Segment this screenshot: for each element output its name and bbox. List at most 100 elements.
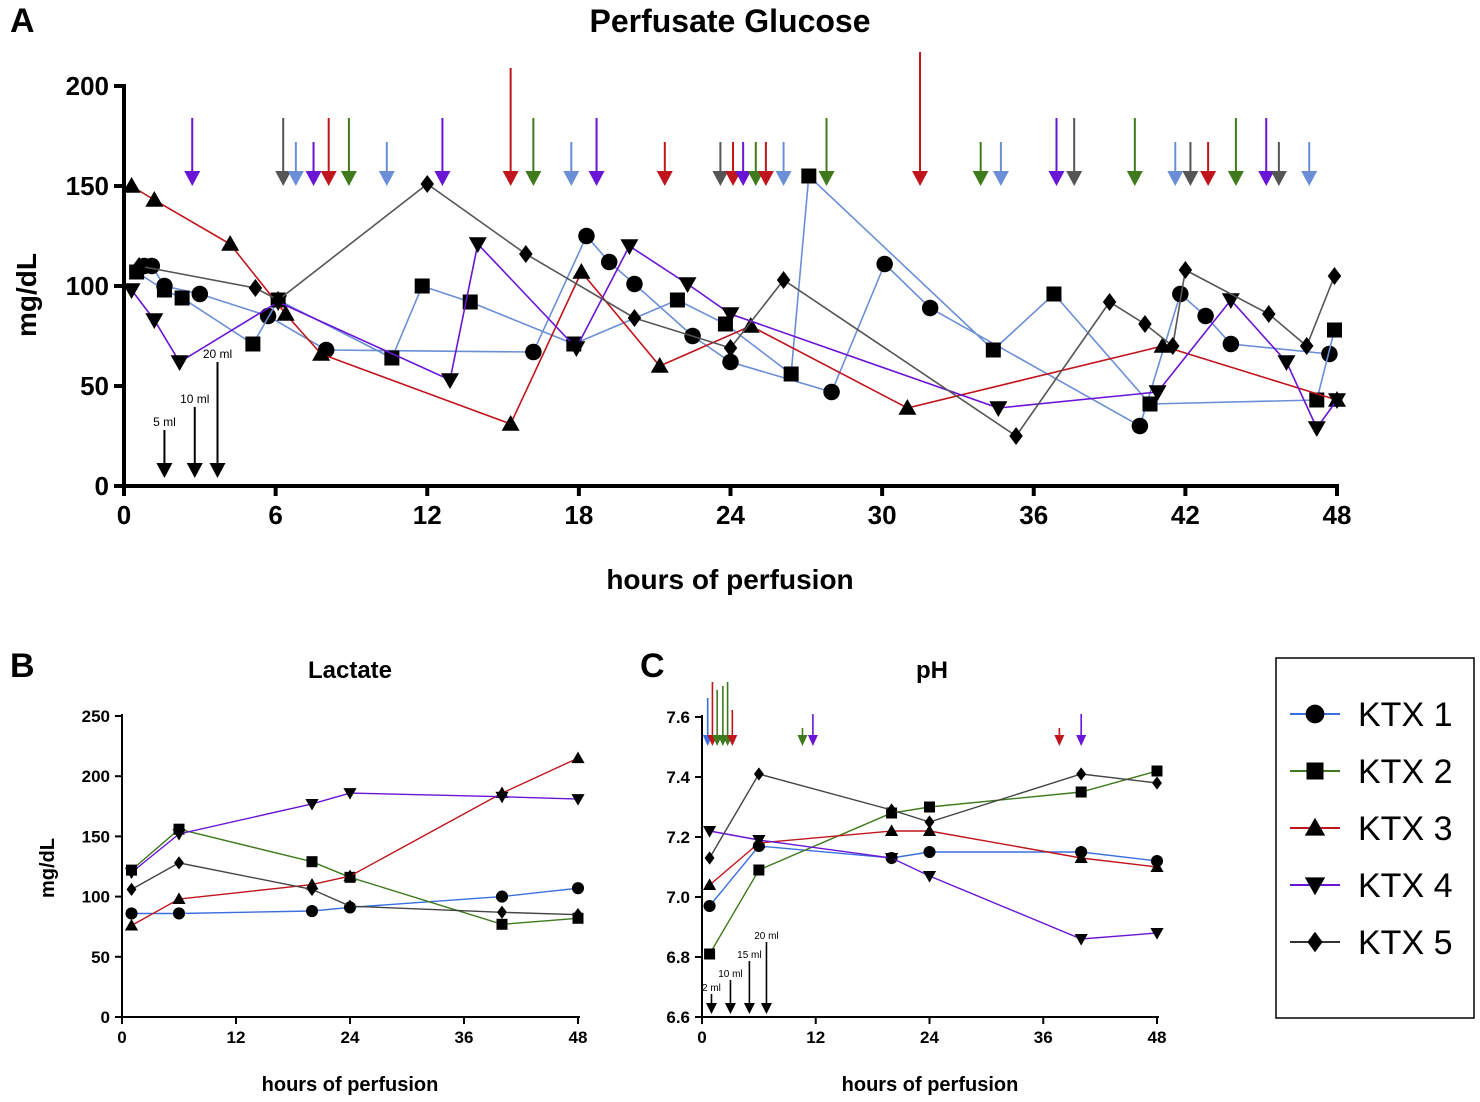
glucose-point-2 [245,336,261,352]
glucose-point-3 [145,191,164,207]
lactate-x-tick-label: 24 [341,1028,360,1047]
dosing-arrow [1182,142,1199,186]
glucose-x-tick-label: 24 [716,500,745,530]
glucose-point-2 [801,168,817,184]
glucose-point-1 [1222,335,1240,353]
glucose-x-tick-label: 12 [413,500,442,530]
panel-letter-a: A [10,2,35,40]
glucose-point-3 [312,345,331,361]
lactate-point-4 [124,867,139,880]
legend-item-2: KTX 2 [1290,753,1452,791]
series-ktx-1 [135,227,1338,435]
lactate-line-3 [131,757,579,927]
lactate-point-3 [571,751,585,764]
lactate-point-3 [343,869,357,882]
lactate-point-5 [573,908,583,922]
legend-label: KTX 2 [1358,753,1452,791]
panel-letter-c: C [640,647,665,685]
dosing-arrow [807,714,818,746]
glucose-x-tick-label: 48 [1323,500,1352,530]
dosing-arrow [656,142,673,186]
lactate-point-2 [496,918,508,930]
glucose-point-5 [1262,305,1276,323]
glucose-point-4 [721,307,740,323]
ph-line-3 [709,830,1158,886]
dosing-arrow [818,118,835,186]
ph-line-5 [708,773,1158,859]
ph-x-tick-label: 24 [920,1028,939,1047]
lactate-point-4 [343,788,357,800]
lactate-title: Lactate [308,657,392,684]
glucose-point-5 [1165,337,1180,355]
ph-title: pH [916,657,948,684]
glucose-point-1 [191,285,209,303]
ph-point-2 [1075,786,1087,798]
glucose-point-5 [776,271,791,289]
glucose-point-3 [898,399,917,415]
dosing-arrow [735,142,752,186]
glucose-point-1 [876,255,893,273]
glucose-x-tick-label: 36 [1019,500,1048,530]
ph-point-2 [924,801,935,813]
ph-y-tick-label: 6.6 [666,1008,690,1027]
volume-arrow [156,430,173,478]
panel-letter-b: B [10,647,35,685]
lactate-point-3 [124,918,139,931]
glucose-point-5 [519,245,533,263]
series-ktx-5 [132,175,1342,445]
glucose-point-3 [501,415,520,431]
dosing-arrow [588,118,605,186]
dosing-arrow [712,142,729,186]
lactate-point-2 [306,856,318,868]
series-ktx-4 [702,826,1164,946]
ph-xlabel: hours of perfusion [842,1074,1019,1096]
glucose-point-1 [722,353,739,371]
ph-x-tick-label: 12 [806,1028,825,1047]
dosing-arrow [1066,118,1083,186]
ph-point-5 [924,815,935,829]
volume-arrow [209,362,226,478]
lactate-chart: Lactate hours of perfusion mg/dL 0 50 100 1… [37,657,587,1096]
glucose-y-tick-label: 0 [95,471,109,501]
glucose-point-3 [1153,337,1172,353]
lactate-x-tick-label: 36 [455,1028,474,1047]
lactate-point-5 [307,882,317,896]
ph-point-3 [1074,851,1088,863]
glucose-x-tick-label: 18 [564,500,593,530]
dosing-arrow [1227,118,1244,186]
legend-item-4: KTX 4 [1290,867,1452,905]
series-ktx-3 [124,751,585,931]
lactate-x-tick-label: 12 [227,1028,246,1047]
glucose-point-2 [1142,396,1158,412]
glucose-point-4 [989,401,1008,417]
volume-label: 20 ml [754,931,778,942]
dosing-arrow [184,118,201,186]
glucose-point-2 [783,366,799,382]
ph-point-4 [1150,928,1164,940]
glucose-point-5 [1009,427,1023,445]
glucose-point-3 [650,357,669,373]
lactate-point-1 [125,907,138,920]
legend-marker [1304,877,1326,896]
volume-label: 15 ml [737,950,761,961]
lactate-point-4 [305,798,319,811]
glucose-point-4 [1277,355,1296,371]
glucose-point-2 [985,342,1001,358]
series-ktx-4 [122,237,1346,437]
ph-x-tick-label: 48 [1148,1028,1167,1047]
glucose-line-5 [139,183,1336,438]
glucose-point-1 [823,383,840,401]
glucose-title: Perfusate Glucose [590,3,871,39]
glucose-point-4 [440,373,459,389]
ph-y-tick-label: 7.0 [666,888,690,907]
glucose-point-1 [626,275,643,293]
glucose-point-1 [1172,285,1189,303]
glucose-point-3 [572,263,591,279]
lactate-point-5 [174,856,184,870]
legend-label: KTX 1 [1358,696,1452,734]
dosing-arrow [747,142,764,186]
glucose-chart: Perfusate Glucose hours of perfusion mg/… [11,3,1351,595]
volume-label: 2 ml [702,983,721,994]
lactate-line-5 [131,862,579,916]
lactate-point-5 [345,899,355,913]
